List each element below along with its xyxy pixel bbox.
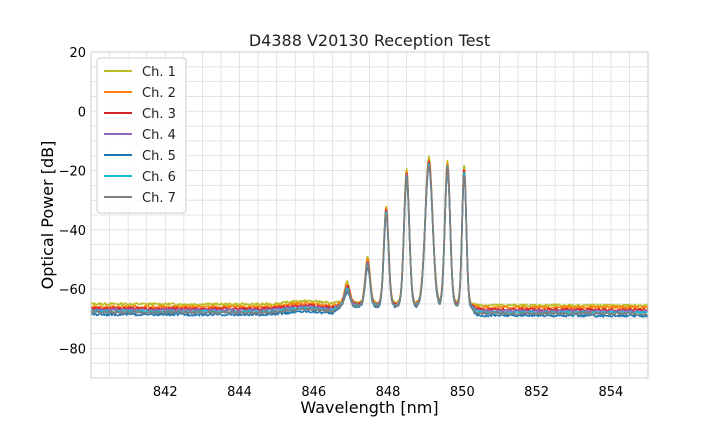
x-axis-label: Wavelength [nm]	[300, 398, 438, 417]
legend-label: Ch. 5	[142, 149, 176, 164]
plot-frame	[90, 51, 649, 379]
x-tick-labels: 842 844 846 848 850 852 854	[153, 385, 623, 400]
legend-label: Ch. 3	[142, 107, 176, 122]
legend-label: Ch. 6	[142, 170, 176, 185]
legend-label: Ch. 7	[142, 191, 176, 206]
y-tick-labels: 20 0 −20 −40 −60 −80	[59, 46, 86, 357]
x-tick-label: 842	[153, 385, 178, 400]
y-tick-label: −60	[59, 283, 86, 298]
legend-label: Ch. 1	[142, 65, 176, 80]
legend-label: Ch. 2	[142, 86, 176, 101]
x-tick-label: 850	[450, 385, 475, 400]
legend: Ch. 1 Ch. 2 Ch. 3 Ch. 4 Ch. 5 Ch. 6 Ch. 7	[96, 57, 187, 214]
x-tick-label: 854	[598, 385, 623, 400]
legend-label: Ch. 4	[142, 128, 176, 143]
x-tick-label: 852	[524, 385, 549, 400]
y-tick-label: −80	[59, 342, 86, 357]
legend-box	[96, 57, 187, 214]
y-tick-label: 0	[78, 105, 86, 120]
chart-title: D4388 V20130 Reception Test	[249, 31, 490, 50]
x-tick-label: 848	[376, 385, 401, 400]
y-tick-label: −40	[59, 224, 86, 239]
series-line	[90, 165, 649, 316]
y-tick-label: 20	[69, 46, 86, 61]
plot-area	[90, 155, 649, 318]
y-tick-label: −20	[59, 165, 86, 180]
x-tick-label: 846	[301, 385, 326, 400]
x-tick-label: 844	[227, 385, 252, 400]
y-axis-label: Optical Power [dB]	[38, 141, 57, 290]
